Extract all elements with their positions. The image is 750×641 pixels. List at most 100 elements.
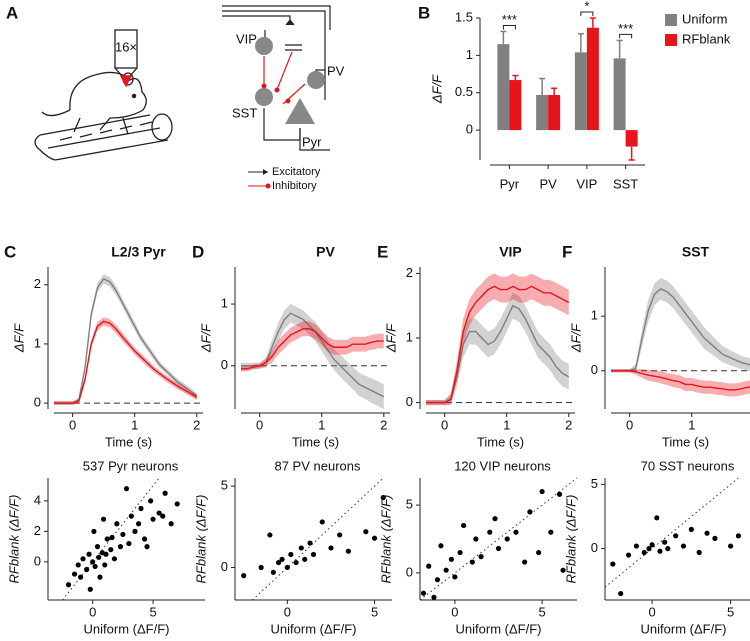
x-tick-label: 0 [451, 604, 458, 619]
scatter-point [473, 536, 479, 542]
y-tick-label: 1.5 [455, 9, 473, 24]
synapse [261, 83, 267, 89]
scatter-point [625, 552, 632, 558]
significance-bracket [502, 24, 516, 30]
synapse [274, 87, 280, 93]
scatter-point [536, 549, 542, 556]
scatter-point [556, 491, 563, 497]
scatter-point [448, 556, 454, 562]
scatter-point [135, 521, 142, 527]
scatter-point [696, 549, 702, 556]
scatter-point [487, 529, 493, 535]
scatter-point [103, 551, 109, 557]
y-tick-label: 0 [591, 540, 598, 555]
chart-title: L2/3 Pyr [111, 244, 166, 260]
y-axis-label: ΔF/F [568, 323, 583, 353]
identity-line [419, 477, 578, 601]
trace-line [54, 277, 198, 404]
x-tick-label: 0 [284, 604, 291, 619]
scatter-point [728, 543, 734, 549]
scatter-point [126, 540, 132, 547]
scatter-point [160, 513, 166, 519]
scatter-point [461, 522, 467, 529]
legend-label: Inhibitory [272, 180, 317, 192]
x-tick-label: SST [613, 176, 638, 191]
bar [536, 94, 549, 131]
y-tick-label: 0 [406, 564, 413, 579]
error-band [611, 277, 750, 373]
y-tick-label: 0 [221, 357, 228, 372]
x-tick-label: 5 [149, 604, 156, 619]
scatter-point [665, 546, 671, 552]
panel-label: E [377, 242, 388, 261]
sst-cell [255, 88, 273, 106]
y-tick-label: 0 [34, 553, 41, 568]
x-tick-label: 0 [89, 604, 96, 619]
y-tick-label: 0 [406, 394, 413, 409]
scatter-point [527, 509, 533, 515]
scatter-point [688, 526, 694, 532]
scatter-point [704, 530, 710, 536]
cell-label: Pyr [302, 134, 322, 149]
scatter-point [100, 516, 107, 522]
y-tick-label: 4 [34, 492, 41, 507]
scatter-point [633, 543, 640, 549]
y-tick-label: 1 [591, 308, 598, 323]
scatter-point [618, 590, 624, 597]
bar [586, 27, 599, 131]
scatter-point [148, 498, 154, 504]
panel-label: B [418, 3, 430, 22]
legend-label: Excitatory [272, 166, 321, 178]
y-tick-label: 2 [34, 523, 41, 538]
scatter-point [108, 547, 114, 553]
vip-cell [255, 37, 273, 55]
scatter-point [380, 494, 386, 501]
chart-title: SST [682, 244, 710, 260]
significance-bracket [580, 11, 594, 16]
legend-label: RFblank [682, 31, 731, 46]
x-axis-label: Uniform (ΔF/F) [271, 621, 357, 636]
scatter-point [94, 544, 101, 550]
y-tick-label: 1 [406, 329, 413, 344]
bar [509, 80, 522, 131]
scatter-point [174, 501, 180, 507]
scatter-point [548, 529, 554, 535]
x-axis-label: Time (s) [477, 434, 524, 449]
scatter-point [150, 516, 156, 522]
y-tick-label: 0.5 [455, 84, 473, 99]
error-band [426, 292, 569, 406]
scatter-point [673, 533, 679, 539]
scatter-point [132, 528, 138, 534]
error-band [241, 304, 384, 409]
x-tick-label: 1 [688, 417, 695, 432]
scatter-point [641, 549, 647, 556]
scatter-point [337, 532, 343, 538]
cell-label: SST [232, 105, 257, 120]
scatter-point [735, 533, 742, 539]
scatter-point [646, 546, 652, 552]
legend-swatch [665, 34, 677, 46]
mouse-illustration [34, 29, 173, 161]
scatter-point [279, 556, 285, 562]
objective-label: 16× [115, 39, 137, 54]
scatter-point [657, 548, 663, 554]
scatter-point [539, 488, 545, 495]
x-axis-label: Time (s) [105, 434, 152, 449]
trace-line [611, 370, 750, 391]
y-axis-label: RFblank (ΔF/F) [563, 495, 578, 584]
x-tick-label: 2 [380, 417, 387, 432]
scatter-point [492, 516, 498, 522]
scatter-point [258, 564, 264, 571]
scatter-point [434, 577, 441, 583]
scatter-point [457, 549, 463, 556]
scatter-point [307, 540, 313, 546]
error-band [54, 317, 197, 405]
panel-label: F [562, 242, 572, 261]
y-tick-label: 0 [591, 362, 598, 377]
scatter-point [452, 574, 458, 580]
scatter-point [680, 543, 687, 549]
x-tick-label: VIP [576, 176, 597, 191]
synapse [285, 98, 291, 104]
trace-line [426, 304, 570, 404]
scatter-point [420, 590, 427, 596]
